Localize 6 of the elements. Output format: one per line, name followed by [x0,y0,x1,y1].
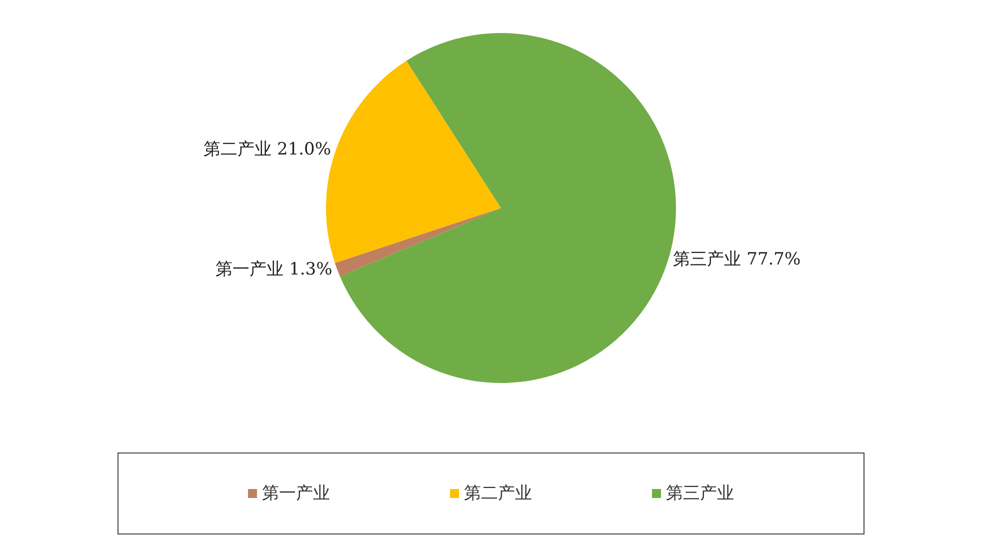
legend-label: 第一产业 [262,484,330,504]
legend-label: 第三产业 [666,484,734,504]
category-label: 第三产业 77.7% [673,250,801,270]
category-label: 第一产业 1.3% [216,260,332,280]
category-label: 第二产业 21.0% [204,140,332,160]
legend-label: 第二产业 [464,484,532,504]
